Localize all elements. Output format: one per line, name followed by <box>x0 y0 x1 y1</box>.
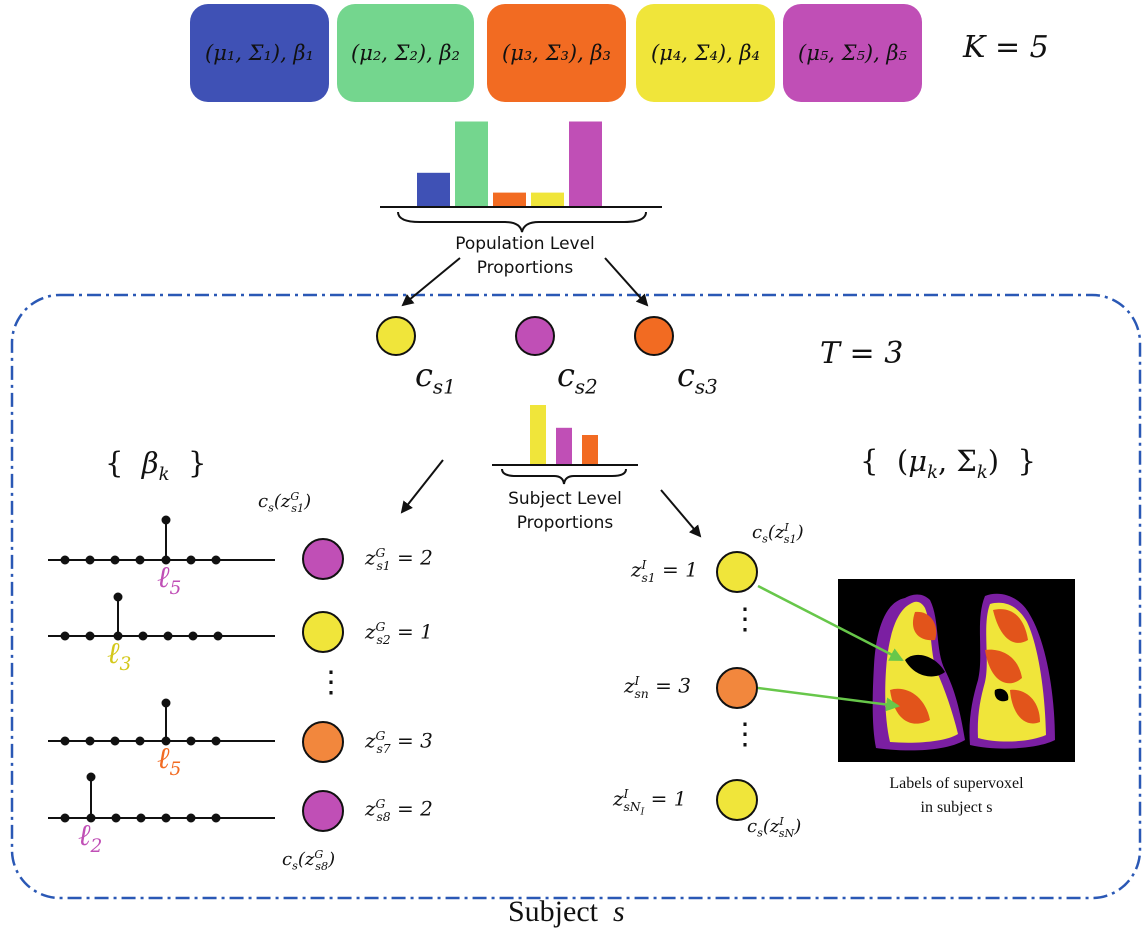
population-bar-2 <box>455 121 488 207</box>
component-circle-cs2 <box>515 316 555 356</box>
local-bottom-label: cs(zIsN) <box>747 815 802 840</box>
local-top-label: cs(zIs1) <box>752 521 804 546</box>
subject-bar-2 <box>556 427 572 465</box>
global-bottom-label: cs(zGs8) <box>282 848 336 873</box>
global-node-2 <box>302 611 344 653</box>
cluster-box-1-label: (μ₁, Σ₁), β₁ <box>205 41 314 65</box>
cluster-box-3: (μ₃, Σ₃), β₃ <box>487 4 626 102</box>
cluster-box-4-label: (μ₄, Σ₄), β₄ <box>651 41 760 65</box>
ct-caption: Labels of supervoxel in subject s <box>838 772 1075 820</box>
global-vertical-dots: ⋮ <box>316 665 346 700</box>
cluster-box-4: (μ₄, Σ₄), β₄ <box>636 4 775 102</box>
subject-brace <box>501 468 627 485</box>
local-z-label-N: zIsNI = 1 <box>613 786 687 818</box>
cluster-box-3-label: (μ₃, Σ₃), β₃ <box>502 41 611 65</box>
global-node-8 <box>302 790 344 832</box>
arrow-to-cs3 <box>604 257 649 307</box>
green-arrow-2 <box>757 686 900 712</box>
component-circle-cs1 <box>376 316 416 356</box>
subject-label-line2: Proportions <box>516 513 614 533</box>
local-vertical-dots-2: ⋮ <box>730 717 760 752</box>
population-bar-5 <box>569 121 602 207</box>
global-top-label: cs(zGs1) <box>258 490 312 515</box>
subject-plate <box>10 293 1142 900</box>
local-node-N <box>716 779 758 821</box>
global-z-label-1: zGs1 = 2 <box>365 545 433 573</box>
cluster-box-2: (μ₂, Σ₂), β₂ <box>337 4 474 102</box>
ct-caption-line2: in subject s <box>920 799 993 816</box>
ell-label-4: ℓ2 <box>78 818 103 857</box>
global-z-label-8: zGs8 = 2 <box>365 796 433 824</box>
local-vertical-dots-1: ⋮ <box>730 602 760 637</box>
cluster-box-5-label: (μ₅, Σ₅), β₅ <box>798 41 907 65</box>
population-bar-chart <box>417 121 602 207</box>
arrow-to-local <box>660 489 702 538</box>
subject-label: Subject s <box>508 895 625 928</box>
global-graph-lines <box>48 515 275 823</box>
cluster-box-5: (μ₅, Σ₅), β₅ <box>783 4 922 102</box>
mu-sigma-set-label: { (μk, Σk) } <box>860 444 1036 483</box>
global-node-7 <box>302 721 344 763</box>
cluster-box-2-label: (μ₂, Σ₂), β₂ <box>351 41 460 65</box>
k-label: K = 5 <box>963 30 1049 65</box>
population-label-line1: Population Level <box>455 234 595 254</box>
t-label: T = 3 <box>820 336 904 371</box>
component-label-cs2: cs2 <box>557 356 598 399</box>
ct-caption-line1: Labels of supervoxel <box>889 775 1024 792</box>
component-circle-cs3 <box>634 316 674 356</box>
cluster-box-1: (μ₁, Σ₁), β₁ <box>190 4 329 102</box>
beta-set-label: { βk } <box>105 446 207 485</box>
population-brace <box>397 211 647 233</box>
global-z-label-7: zGs7 = 3 <box>365 728 433 756</box>
global-z-label-2: zGs2 = 1 <box>365 619 433 647</box>
ell-label-3: ℓ5 <box>157 741 182 780</box>
subject-bar-chart <box>530 405 598 465</box>
ell-label-1: ℓ5 <box>157 560 182 599</box>
local-node-1 <box>716 551 758 593</box>
global-node-1 <box>302 538 344 580</box>
subject-bar-1 <box>530 405 546 465</box>
population-label: Population Level Proportions <box>430 232 620 280</box>
local-node-n <box>716 667 758 709</box>
ell-label-2: ℓ3 <box>107 636 132 675</box>
arrow-to-global <box>400 459 444 514</box>
arrow-to-cs1 <box>401 257 461 307</box>
population-bar-3 <box>493 192 526 207</box>
subject-bar-3 <box>582 435 598 465</box>
population-bar-4 <box>531 192 564 207</box>
green-arrow-1 <box>757 584 904 662</box>
subject-label-line1: Subject Level <box>508 489 622 509</box>
local-z-label-n: zIsn = 3 <box>624 673 691 701</box>
component-label-cs3: cs3 <box>677 356 718 399</box>
population-label-line2: Proportions <box>476 258 574 278</box>
component-label-cs1: cs1 <box>415 356 456 399</box>
population-bar-1 <box>417 172 450 207</box>
local-z-label-1: zIs1 = 1 <box>631 557 698 585</box>
subject-proportions-label: Subject Level Proportions <box>480 487 650 535</box>
ct-label-image <box>838 579 1075 762</box>
